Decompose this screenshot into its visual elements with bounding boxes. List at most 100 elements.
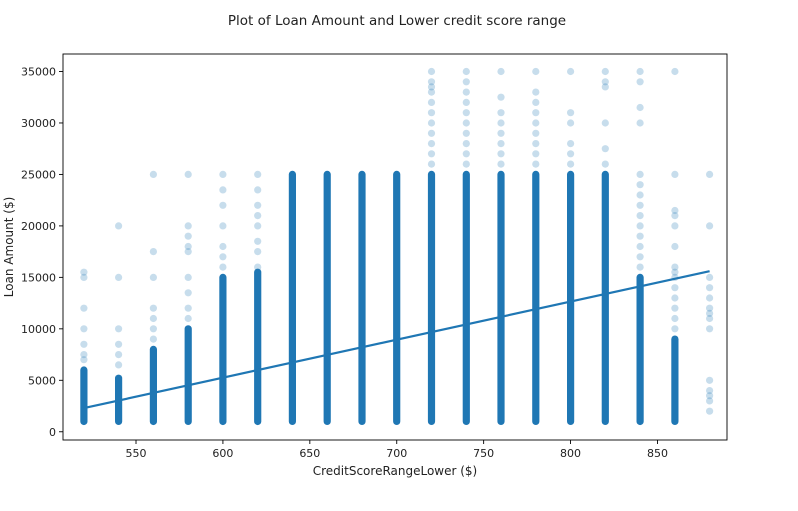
y-axis-title: Loan Amount ($) xyxy=(2,197,16,298)
data-point-127 xyxy=(706,325,714,333)
data-point-51 xyxy=(427,88,436,96)
data-point-20 xyxy=(184,314,192,323)
data-point-60 xyxy=(462,109,470,117)
data-point-5 xyxy=(80,273,88,281)
data-point-106 xyxy=(636,78,644,86)
data-point-88 xyxy=(601,160,609,168)
data-point-108 xyxy=(671,325,679,333)
point-column-760 xyxy=(497,170,505,425)
data-point-49 xyxy=(427,109,436,117)
data-point-31 xyxy=(219,242,227,251)
data-point-7 xyxy=(115,361,123,369)
data-point-23 xyxy=(184,273,192,281)
data-point-135 xyxy=(706,170,714,178)
data-point-133 xyxy=(706,273,714,281)
data-point-110 xyxy=(671,304,679,312)
data-point-15 xyxy=(149,314,157,323)
data-point-16 xyxy=(149,304,157,312)
data-point-96 xyxy=(636,242,644,251)
data-point-105 xyxy=(636,103,644,112)
data-point-81 xyxy=(532,67,540,76)
data-point-50 xyxy=(427,98,436,106)
point-column-720 xyxy=(427,170,436,425)
data-point-98 xyxy=(636,222,644,230)
data-point-90 xyxy=(601,119,609,127)
data-point-52 xyxy=(427,83,436,91)
data-point-0 xyxy=(80,356,88,364)
regression-line xyxy=(83,270,710,410)
data-point-83 xyxy=(567,150,575,158)
data-point-126 xyxy=(706,376,714,384)
data-point-102 xyxy=(636,181,644,189)
data-point-39 xyxy=(254,222,262,230)
data-point-27 xyxy=(184,222,192,230)
data-point-21 xyxy=(184,304,192,312)
data-point-54 xyxy=(427,67,436,76)
data-point-43 xyxy=(254,170,262,178)
data-point-41 xyxy=(254,201,262,209)
x-tick-label-750: 750 xyxy=(473,447,494,460)
x-tick-label-600: 600 xyxy=(212,447,233,460)
data-point-120 xyxy=(671,170,679,178)
data-point-104 xyxy=(636,119,644,127)
data-point-24 xyxy=(184,248,192,256)
data-point-117 xyxy=(671,222,679,230)
data-point-132 xyxy=(706,284,714,292)
x-tick-label-550: 550 xyxy=(126,447,147,460)
data-point-114 xyxy=(671,268,679,276)
data-point-38 xyxy=(254,237,262,245)
data-point-91 xyxy=(601,83,609,91)
data-point-61 xyxy=(462,98,470,106)
data-point-35 xyxy=(219,170,227,178)
data-point-63 xyxy=(462,78,470,86)
x-tick-label-700: 700 xyxy=(386,447,407,460)
data-point-37 xyxy=(254,248,262,256)
data-point-4 xyxy=(80,304,88,312)
data-point-101 xyxy=(636,191,644,199)
data-point-95 xyxy=(636,253,644,261)
data-point-97 xyxy=(636,232,644,240)
data-point-130 xyxy=(706,304,714,312)
data-point-121 xyxy=(671,67,679,76)
data-point-103 xyxy=(636,170,644,178)
data-point-85 xyxy=(567,119,575,127)
data-point-32 xyxy=(219,222,227,230)
data-point-12 xyxy=(115,222,123,230)
data-point-107 xyxy=(636,67,644,76)
point-column-660 xyxy=(323,170,331,425)
y-axis: 0 5000 10000 15000 20000 25000 30000 35000 xyxy=(21,65,63,439)
data-point-129 xyxy=(706,309,714,317)
x-tick-label-850: 850 xyxy=(647,447,668,460)
data-point-2 xyxy=(80,340,88,348)
y-tick-label-25000: 25000 xyxy=(21,168,56,181)
data-point-131 xyxy=(706,294,714,302)
data-point-122 xyxy=(706,407,714,415)
data-point-25 xyxy=(184,242,192,251)
data-point-42 xyxy=(254,186,262,194)
points-layer xyxy=(80,67,714,426)
point-column-740 xyxy=(462,170,470,425)
point-column-700 xyxy=(393,170,401,425)
data-point-123 xyxy=(706,397,714,405)
data-point-112 xyxy=(671,284,679,292)
data-point-56 xyxy=(462,150,470,158)
data-point-125 xyxy=(706,387,714,395)
y-tick-label-35000: 35000 xyxy=(21,65,56,78)
data-point-67 xyxy=(497,140,505,148)
data-point-94 xyxy=(636,263,644,271)
data-point-72 xyxy=(497,67,505,76)
y-tick-label-20000: 20000 xyxy=(21,220,56,233)
data-point-100 xyxy=(636,201,644,209)
point-column-680 xyxy=(358,170,366,425)
point-column-800 xyxy=(567,170,575,425)
point-column-840 xyxy=(636,273,644,426)
data-point-6 xyxy=(80,268,88,276)
data-point-109 xyxy=(671,314,679,323)
data-point-68 xyxy=(497,129,505,137)
y-tick-label-5000: 5000 xyxy=(28,374,56,387)
data-point-111 xyxy=(671,294,679,302)
point-column-820 xyxy=(601,170,609,425)
data-point-119 xyxy=(671,206,679,215)
data-point-62 xyxy=(462,88,470,96)
